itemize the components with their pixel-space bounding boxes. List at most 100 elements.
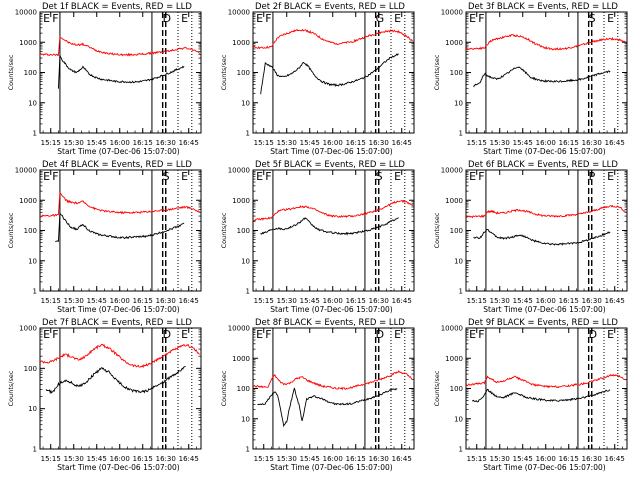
- y-tick-label: 100: [450, 69, 463, 77]
- x-tick-label: 15:45: [87, 455, 107, 463]
- y-tick-label: 1000: [445, 355, 463, 363]
- y-tick-label: 10: [28, 99, 37, 107]
- series-line-lld: [465, 204, 626, 219]
- x-tick-label: 15:30: [490, 139, 510, 147]
- y-tick-label: 10000: [15, 167, 37, 175]
- y-tick-label: 10000: [15, 9, 37, 17]
- plot-frame: [465, 169, 628, 292]
- detector-panel-9: Det 9f BLACK = Events, RED = LLD 1 10 100 10…: [433, 318, 628, 472]
- x-tick-label: 16:00: [536, 297, 556, 305]
- x-axis-label: Start Time (07-Dec-06 15:07:00): [483, 305, 605, 314]
- x-tick-label: 15:45: [513, 455, 533, 463]
- x-tick-label: 16:00: [323, 455, 343, 463]
- phase-marker-label: E: [469, 170, 476, 183]
- y-tick-label: 10: [454, 415, 463, 423]
- y-tick-label: 1000: [232, 355, 250, 363]
- x-tick-label: 15:15: [467, 139, 487, 147]
- y-tick-label: 1: [459, 446, 463, 454]
- x-tick-label: 15:45: [300, 139, 320, 147]
- series-line-lld: [465, 34, 626, 51]
- phase-marker-label: P: [589, 170, 596, 183]
- phase-marker-label: F: [265, 328, 271, 341]
- panel-title: Det 6f BLACK = Events, RED = LLD: [468, 160, 618, 170]
- y-tick-label: 10: [454, 99, 463, 107]
- y-axis-label: Counts/sec: [220, 212, 228, 248]
- x-tick-label: 15:15: [254, 139, 274, 147]
- phase-marker-label: S: [589, 12, 596, 25]
- y-tick-label: 100: [237, 227, 250, 235]
- y-tick-label: 1000: [19, 197, 37, 205]
- x-tick-label: 15:30: [277, 139, 297, 147]
- plot-frame: [252, 169, 415, 292]
- x-tick-label: 15:30: [490, 455, 510, 463]
- y-tick-label: 100: [237, 385, 250, 393]
- phase-marker-label: D: [163, 12, 171, 25]
- y-tick-label: 1: [33, 288, 37, 296]
- x-tick-label: 16:00: [110, 455, 130, 463]
- y-tick-label: 10000: [228, 9, 250, 17]
- y-tick-label: 10000: [441, 9, 463, 17]
- phase-marker-label: E: [607, 328, 614, 341]
- y-tick-label: 1000: [232, 39, 250, 47]
- detector-panel-1: Det 1f BLACK = Events, RED = LLD 1 10 100 10…: [7, 2, 202, 156]
- x-tick-label: 15:15: [41, 455, 61, 463]
- x-tick-label: 15:15: [254, 297, 274, 305]
- x-tick-label: 16:45: [179, 455, 199, 463]
- x-tick-label: 16:45: [605, 297, 625, 305]
- series-line-events: [473, 228, 611, 246]
- y-tick-label: 100: [237, 69, 250, 77]
- phase-marker-label: E: [43, 12, 50, 25]
- x-tick-label: 15:15: [254, 455, 274, 463]
- panel-title: Det 9f BLACK = Events, RED = LLD: [468, 318, 618, 328]
- phase-marker-label: S: [376, 170, 383, 183]
- detector-panel-4: Det 4f BLACK = Events, RED = LLD 1 10 100 10…: [7, 160, 202, 314]
- x-tick-label: 16:15: [133, 455, 153, 463]
- x-tick-label: 16:45: [392, 455, 412, 463]
- phase-marker-label: D: [589, 328, 597, 341]
- x-tick-label: 16:15: [559, 297, 579, 305]
- y-tick-label: 100: [24, 227, 37, 235]
- detector-panel-8: Det 8f BLACK = Events, RED = LLD 1 10 100 10…: [220, 318, 415, 472]
- phase-marker-label: E: [256, 328, 263, 341]
- x-tick-label: 15:30: [490, 297, 510, 305]
- y-tick-label: 1000: [232, 197, 250, 205]
- plot-frame: [465, 11, 628, 134]
- y-tick-label: 100: [450, 227, 463, 235]
- phase-marker-label: E: [607, 12, 614, 25]
- x-tick-label: 16:00: [536, 139, 556, 147]
- x-tick-label: 15:45: [513, 139, 533, 147]
- y-tick-label: 10: [28, 257, 37, 265]
- panel-title: Det 4f BLACK = Events, RED = LLD: [42, 160, 192, 170]
- series-line-lld: [252, 28, 413, 50]
- series-line-lld: [252, 370, 413, 391]
- phase-marker-label: E: [394, 12, 401, 25]
- phase-marker-label: F: [478, 12, 484, 25]
- y-tick-label: 10000: [228, 325, 250, 333]
- phase-marker-label: E: [469, 328, 476, 341]
- plot-frame: [39, 11, 202, 134]
- detector-panel-7: Det 7f BLACK = Events, RED = LLD 1 10 100 10…: [7, 318, 202, 472]
- x-axis-label: Start Time (07-Dec-06 15:07:00): [57, 305, 179, 314]
- phase-marker-label: E: [394, 170, 401, 183]
- plot-frame: [39, 327, 202, 450]
- phase-marker-label: E: [469, 12, 476, 25]
- x-tick-label: 16:00: [323, 297, 343, 305]
- x-tick-label: 16:45: [392, 139, 412, 147]
- series-line-events: [260, 53, 399, 95]
- x-tick-label: 15:15: [467, 297, 487, 305]
- x-axis-label: Start Time (07-Dec-06 15:07:00): [270, 147, 392, 156]
- y-axis-label: Counts/sec: [433, 54, 441, 90]
- x-tick-label: 16:00: [536, 455, 556, 463]
- y-tick-label: 1: [246, 288, 250, 296]
- series-line-events: [257, 387, 398, 428]
- x-tick-label: 16:30: [156, 297, 176, 305]
- y-axis-label: Counts/sec: [7, 370, 15, 406]
- x-tick-label: 15:45: [300, 455, 320, 463]
- phase-marker-label: E: [607, 170, 614, 183]
- y-tick-label: 10000: [228, 167, 250, 175]
- x-tick-label: 16:00: [110, 297, 130, 305]
- y-tick-label: 1: [246, 130, 250, 138]
- phase-marker-label: G: [376, 12, 385, 25]
- phase-marker-label: F: [478, 328, 484, 341]
- x-tick-label: 15:45: [300, 297, 320, 305]
